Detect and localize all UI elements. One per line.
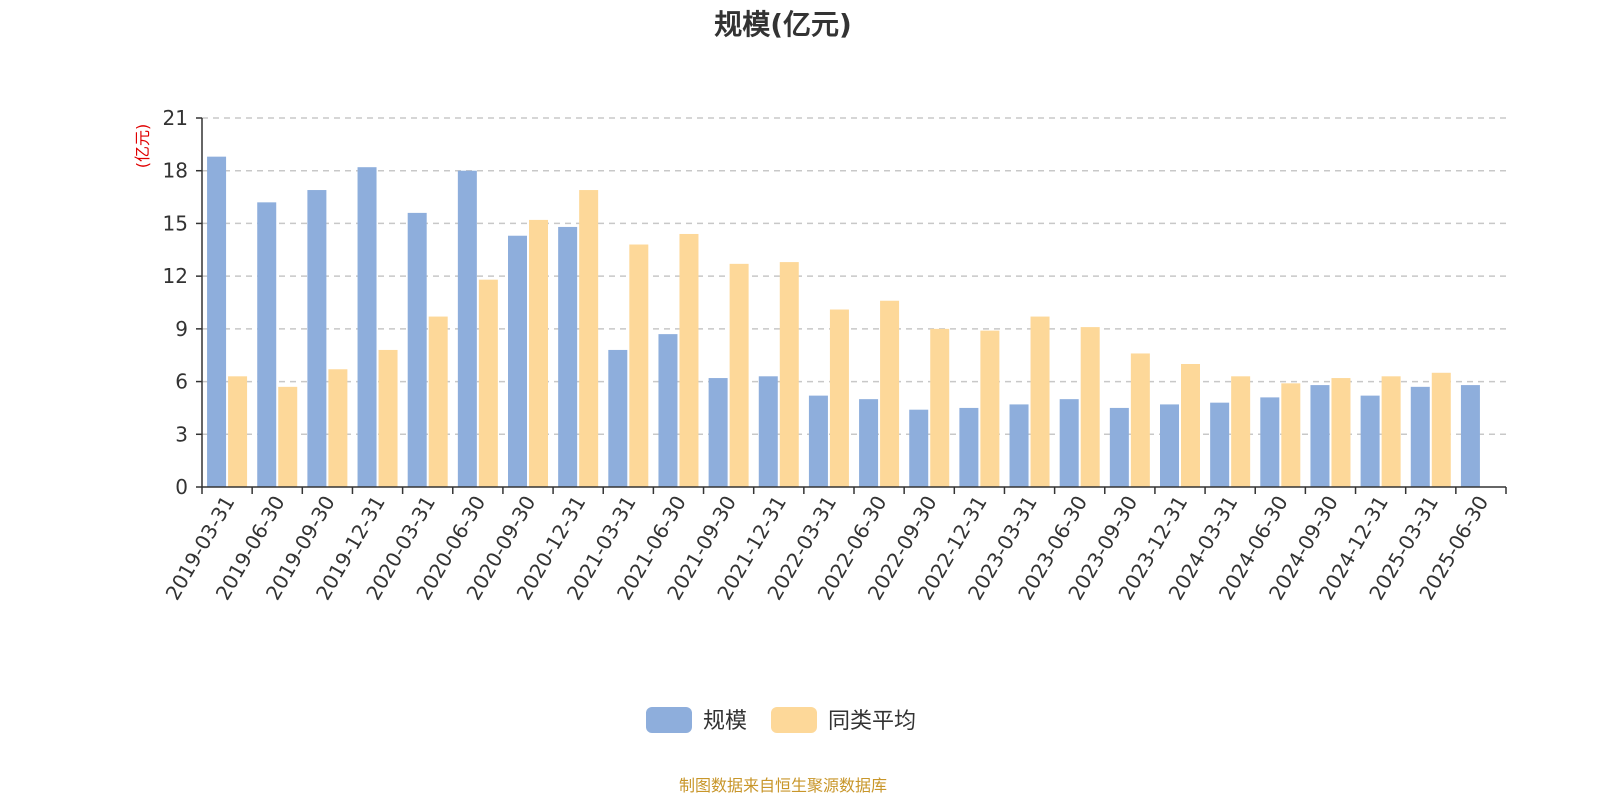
bar-peer-average	[579, 190, 599, 488]
y-tick-label: 9	[175, 317, 188, 341]
bar-peer-average	[1281, 383, 1301, 487]
bar-peer-average	[1080, 327, 1100, 487]
bar-scale	[1260, 397, 1280, 487]
bar-scale	[608, 349, 628, 487]
bars	[207, 156, 1480, 488]
y-tick-label: 18	[163, 159, 188, 183]
legend-swatch	[771, 707, 817, 733]
bar-peer-average	[428, 316, 448, 487]
bar-peer-average	[829, 309, 849, 487]
bar-peer-average	[1431, 372, 1451, 487]
bar-peer-average	[779, 262, 799, 487]
bar-peer-average	[679, 233, 699, 487]
bar-scale	[758, 376, 778, 487]
x-tick-labels: 2019-03-312019-06-302019-09-302019-12-31…	[161, 492, 1494, 605]
y-tick-label: 12	[163, 264, 188, 288]
bar-scale	[407, 212, 427, 487]
bar-peer-average	[930, 328, 950, 487]
bar-peer-average	[880, 300, 900, 487]
bar-peer-average	[378, 349, 398, 487]
bar-scale	[1410, 386, 1430, 487]
bar-peer-average	[980, 330, 1000, 487]
bar-scale	[1210, 402, 1230, 487]
legend-label: 同类平均	[828, 709, 916, 734]
chart-title: 规模(亿元)	[714, 8, 852, 41]
legend-swatch	[646, 707, 692, 733]
y-tick-label: 6	[175, 370, 188, 394]
bar-scale	[909, 409, 929, 487]
bar-scale	[558, 226, 578, 487]
bar-scale	[708, 378, 728, 487]
bar-scale	[357, 167, 377, 487]
bar-scale	[1310, 385, 1330, 487]
bar-peer-average	[1381, 376, 1401, 487]
bar-scale	[1009, 404, 1029, 487]
bar-scale	[1160, 404, 1179, 487]
bar-scale	[1059, 399, 1079, 487]
bar-peer-average	[328, 369, 348, 487]
bar-scale	[859, 399, 879, 487]
grid-lines	[202, 117, 1506, 436]
bar-scale	[808, 395, 828, 487]
y-axis-unit: (亿元)	[133, 124, 152, 169]
y-tick-labels: 0 3 6 9 12 15 18 21	[163, 106, 188, 499]
bar-scale	[207, 156, 227, 487]
bar-scale	[658, 334, 678, 487]
bar-peer-average	[729, 263, 749, 487]
legend-label: 规模	[703, 709, 747, 734]
bar-peer-average	[629, 244, 649, 487]
bar-scale	[1360, 395, 1380, 487]
y-tick-label: 15	[163, 211, 188, 235]
bar-peer-average	[1030, 316, 1050, 487]
y-tick-label: 3	[175, 422, 188, 446]
y-tick-label: 21	[163, 106, 188, 130]
bar-peer-average	[278, 386, 298, 487]
bar-peer-average	[1331, 378, 1351, 487]
bar-peer-average	[529, 219, 548, 487]
axes	[196, 117, 1507, 494]
legend: 规模 同类平均	[646, 707, 916, 734]
bar-scale	[959, 407, 979, 487]
bar-scale	[457, 170, 477, 487]
bar-peer-average	[1130, 353, 1150, 487]
bar-scale	[508, 235, 527, 487]
bar-peer-average	[1181, 364, 1200, 487]
bar-peer-average	[1231, 376, 1251, 487]
bar-scale	[1460, 385, 1480, 487]
bar-peer-average	[478, 279, 498, 487]
bar-scale	[1109, 407, 1129, 487]
source-note: 制图数据来自恒生聚源数据库	[679, 776, 887, 795]
bar-peer-average	[228, 376, 248, 487]
bar-scale	[257, 202, 277, 488]
y-tick-label: 0	[175, 475, 188, 499]
bar-scale	[307, 190, 327, 488]
